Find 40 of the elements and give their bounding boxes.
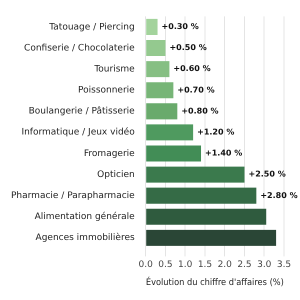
bar [146, 40, 166, 56]
bar [146, 166, 244, 183]
y-tick-label: Fromagerie [84, 148, 136, 159]
bar [146, 61, 170, 78]
data-label: +0.70 % [177, 85, 215, 94]
y-tick-label: Poissonnerie [78, 86, 136, 96]
x-tick-label: 1.0 [178, 260, 193, 270]
y-tick-label: Informatique / Jeux vidéo [21, 126, 136, 138]
bar [146, 208, 266, 225]
data-label: +1.40 % [205, 148, 242, 158]
x-tick-label: 2.0 [218, 260, 232, 270]
x-tick-label: 3.0 [257, 260, 272, 270]
bar [146, 230, 276, 246]
bar [146, 124, 194, 140]
y-tick-label: Alimentation générale [34, 211, 136, 222]
y-tick-label: Tourisme [93, 64, 136, 74]
bar [146, 188, 256, 204]
x-tick-label: 0.5 [158, 260, 173, 270]
x-axis-title: Évolution du chiffre d'affaires (%) [146, 276, 284, 288]
data-label: +0.50 % [169, 43, 207, 52]
y-tick-label: Confiserie / Chocolaterie [24, 43, 136, 54]
y-tick-label: Tatouage / Piercing [48, 22, 135, 32]
y-tick-label: Agences immobilières [36, 232, 136, 244]
x-tick-label: 2.5 [237, 260, 252, 270]
bar [146, 145, 202, 162]
bar [146, 18, 158, 35]
bar [146, 103, 178, 120]
x-tick-label: 0.0 [138, 260, 154, 270]
y-tick-label: Pharmacie / Parapharmacie [10, 191, 136, 202]
data-label: +0.80 % [181, 106, 219, 116]
y-tick-label: Opticien [97, 170, 135, 180]
data-label: +2.80 % [260, 190, 298, 200]
y-tick-label: Boulangerie / Pâtisserie [28, 106, 136, 117]
data-label: +0.30 % [162, 22, 199, 32]
bar [146, 82, 174, 98]
x-tick-label: 1.5 [198, 260, 212, 270]
data-label: +1.20 % [197, 127, 234, 136]
x-tick-label: 3.5 [276, 260, 292, 270]
data-label: +0.60 % [173, 64, 211, 74]
data-label: +2.50 % [248, 170, 286, 179]
